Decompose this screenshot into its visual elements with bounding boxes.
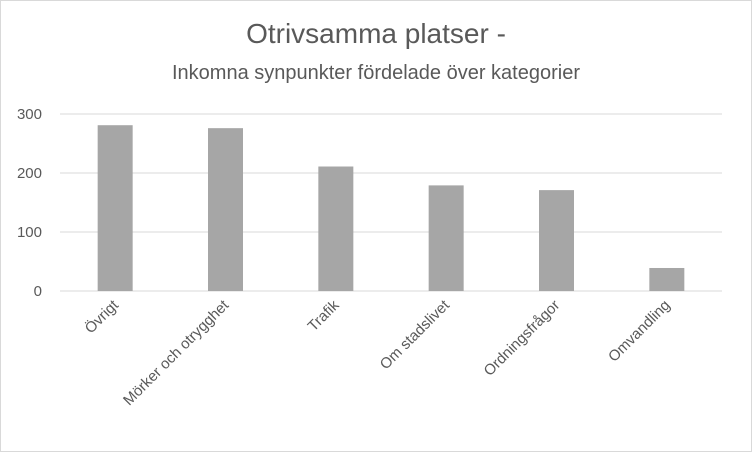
chart-subtitle: Inkomna synpunkter fördelade över katego… <box>171 62 580 84</box>
x-tick-label: Mörker och otrygghet <box>120 296 233 409</box>
x-tick-label: Trafik <box>305 296 343 334</box>
chart-title: Otrivsamma platser - <box>246 18 506 49</box>
y-tick-label: 100 <box>17 224 42 241</box>
bar-0 <box>97 125 133 292</box>
bar-1 <box>208 128 243 291</box>
bar-2 <box>318 166 354 291</box>
bar-5 <box>649 267 685 291</box>
x-tick-label: Ordningsfrågor <box>481 297 564 380</box>
x-tick-label: Omvandling <box>605 297 674 366</box>
bar-4 <box>539 190 574 291</box>
y-tick-label: 300 <box>17 106 42 123</box>
y-tick-label: 0 <box>34 283 42 300</box>
x-tick-label: Om stadslivet <box>377 296 454 373</box>
x-tick-label: Övrigt <box>81 296 123 338</box>
y-tick-label: 200 <box>17 165 42 182</box>
bar-3 <box>428 185 464 291</box>
